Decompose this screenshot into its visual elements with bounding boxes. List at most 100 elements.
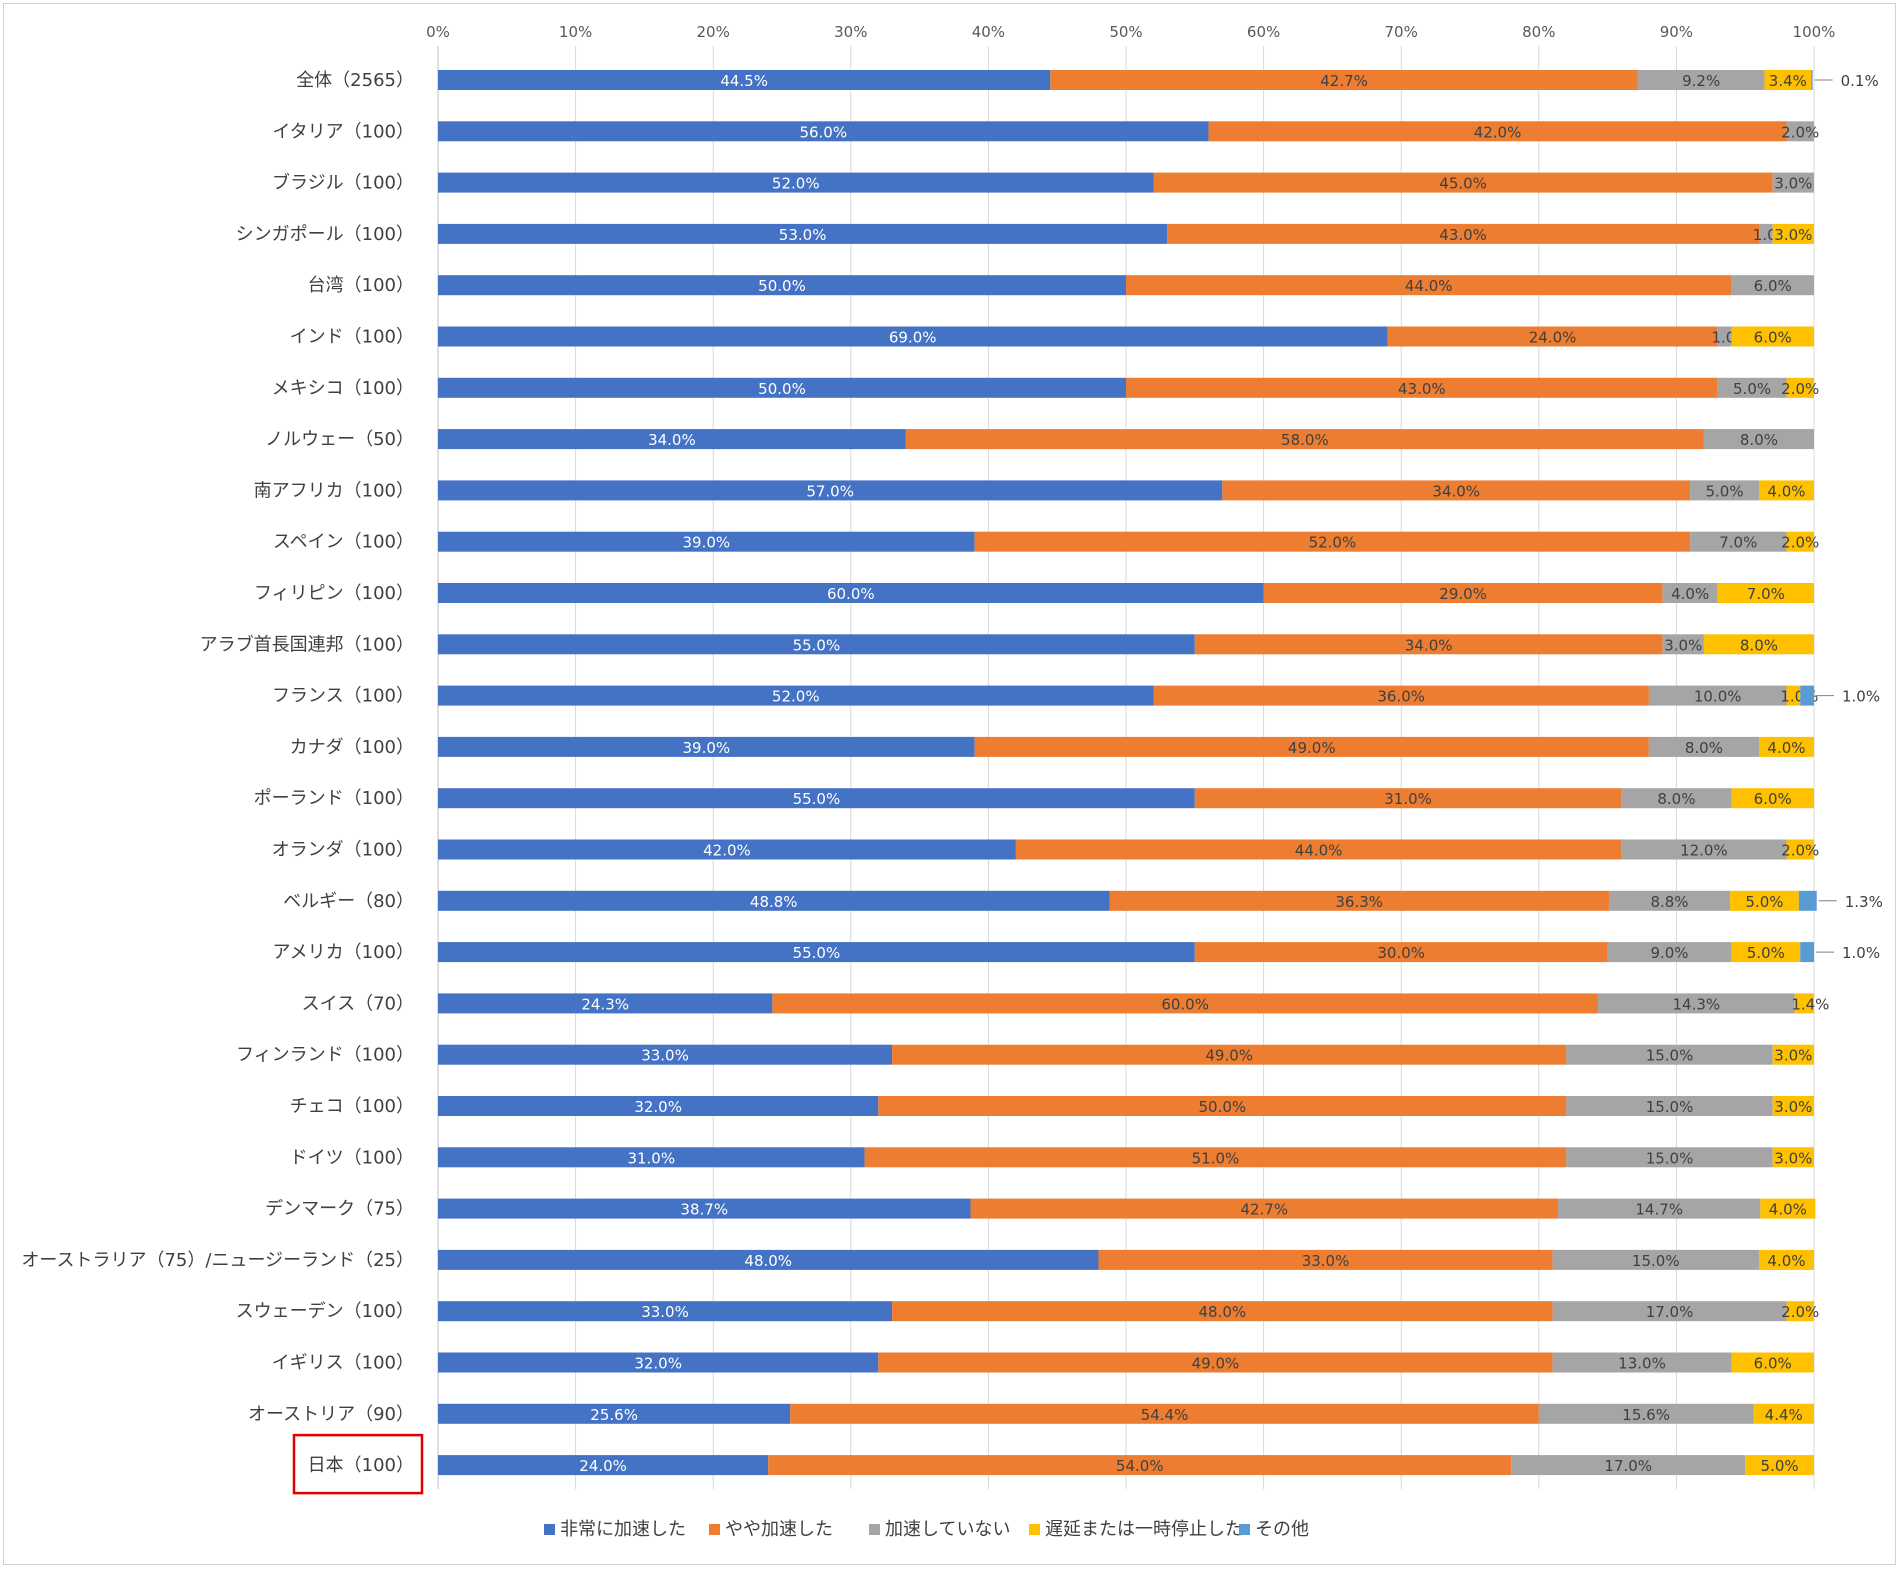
data-label: 36.3% [1335, 893, 1383, 911]
data-label: 52.0% [1309, 534, 1357, 552]
bar-segment [438, 70, 1051, 90]
bar-segment [1126, 377, 1718, 398]
bar-segment [1731, 788, 1814, 809]
data-label: 4.0% [1767, 482, 1805, 500]
data-label: 45.0% [1439, 175, 1487, 193]
bar-segment [1662, 634, 1704, 655]
bar-segment [1703, 429, 1814, 450]
bar-segment [438, 634, 1195, 655]
bar-segment [1263, 583, 1663, 603]
data-label: 2.0% [1781, 534, 1819, 552]
bar-segment [878, 1352, 1553, 1373]
bar-segment [1552, 1301, 1787, 1322]
bar-segment [1167, 223, 1759, 244]
bar-segment [1597, 993, 1795, 1014]
data-label: 31.0% [1384, 790, 1432, 808]
bar-segment [438, 275, 1126, 296]
bar-segment [1552, 1352, 1732, 1373]
data-label: 39.0% [682, 534, 730, 552]
x-tick-label: 0% [426, 23, 450, 41]
bar-segment [438, 1301, 893, 1322]
category-label: スイス（70） [302, 993, 414, 1014]
bar-segment [438, 1352, 879, 1373]
bar-segment [1717, 583, 1814, 603]
data-label: 48.0% [1198, 1303, 1246, 1321]
legend-label: 遅延または一時停止した [1045, 1519, 1243, 1540]
category-label: チェコ（100） [290, 1096, 414, 1117]
bar-segment [1511, 1455, 1746, 1476]
bar-segment [1607, 942, 1732, 963]
bar-segment [438, 480, 1223, 501]
x-tick-label: 70% [1385, 23, 1418, 41]
bar-segment [1717, 326, 1732, 347]
bar-segment [438, 1044, 893, 1065]
bar-segment [1730, 890, 1799, 911]
bar-segment [1764, 70, 1812, 90]
data-label: 15.0% [1646, 1047, 1694, 1065]
data-label: 57.0% [806, 482, 854, 500]
data-label: 25.6% [590, 1406, 638, 1424]
bar-segment [438, 172, 1154, 193]
category-label: カナダ（100） [290, 737, 414, 758]
category-label: フィンランド（100） [236, 1045, 414, 1066]
bar-segment [1050, 70, 1638, 90]
bar-segment [1786, 839, 1814, 860]
data-label: 7.0% [1719, 534, 1757, 552]
data-label: 5.0% [1745, 893, 1783, 911]
legend-swatch [869, 1524, 880, 1535]
x-tick-label: 90% [1660, 23, 1693, 41]
data-label: 24.3% [581, 995, 629, 1013]
stacked-bar-chart: 0% 10% 20% 30% 40% 50% 60% 70% 80% 90% 100% 全体（2565… [21, 23, 1882, 1540]
bar-segment [1194, 788, 1622, 809]
category-label: メキシコ（100） [272, 378, 414, 399]
bar-segment [1648, 685, 1787, 706]
bar-segment [878, 1096, 1567, 1116]
data-label: 5.0% [1706, 482, 1744, 500]
bar-segment [1772, 1044, 1814, 1065]
legend-swatch [544, 1524, 555, 1535]
data-label: 51.0% [1192, 1149, 1240, 1167]
category-label: シンガポール（100） [236, 224, 414, 245]
data-label: 8.8% [1650, 893, 1688, 911]
category-label: 日本（100） [308, 1455, 414, 1476]
data-label: 17.0% [1604, 1457, 1652, 1475]
legend-label: やや加速した [725, 1519, 833, 1540]
data-label: 15.6% [1622, 1406, 1670, 1424]
bar-segment [970, 1198, 1559, 1219]
data-label: 3.0% [1774, 226, 1812, 244]
data-label: 33.0% [641, 1047, 689, 1065]
category-label: 南アフリカ（100） [254, 480, 414, 501]
bar-segment [892, 1044, 1567, 1065]
data-label: 0.1% [1841, 72, 1879, 90]
data-label: 55.0% [793, 790, 841, 808]
bar-segment [438, 788, 1195, 809]
data-label: 69.0% [889, 329, 937, 347]
data-label: 54.0% [1116, 1457, 1164, 1475]
bar-segment [1717, 377, 1787, 398]
data-label: 32.0% [634, 1098, 682, 1116]
bar-segment [1662, 583, 1718, 603]
data-label: 54.4% [1141, 1406, 1189, 1424]
bar-segment [1731, 326, 1814, 347]
data-label: 42.0% [1474, 123, 1522, 141]
x-tick-label: 40% [972, 23, 1005, 41]
bar-segment [1731, 275, 1814, 296]
bar-segment [1703, 634, 1814, 655]
category-label: イタリア（100） [272, 121, 414, 142]
bar-segment [1538, 1403, 1754, 1424]
bar-segment [438, 1147, 865, 1168]
data-label: 12.0% [1680, 842, 1728, 860]
bar-segment [438, 1096, 879, 1116]
data-label: 52.0% [772, 688, 820, 706]
bar-segment [974, 531, 1691, 552]
bar-segment [1811, 70, 1813, 90]
category-label: ベルギー（80） [283, 891, 414, 912]
data-label: 44.5% [720, 72, 768, 90]
data-label: 3.0% [1664, 636, 1702, 654]
data-label: 48.8% [750, 893, 798, 911]
data-label: 8.0% [1685, 739, 1723, 757]
bar-segment [1621, 839, 1787, 860]
bar-segment [1731, 1352, 1814, 1373]
legend-label: 非常に加速した [560, 1519, 686, 1540]
data-label: 4.0% [1767, 1252, 1805, 1270]
